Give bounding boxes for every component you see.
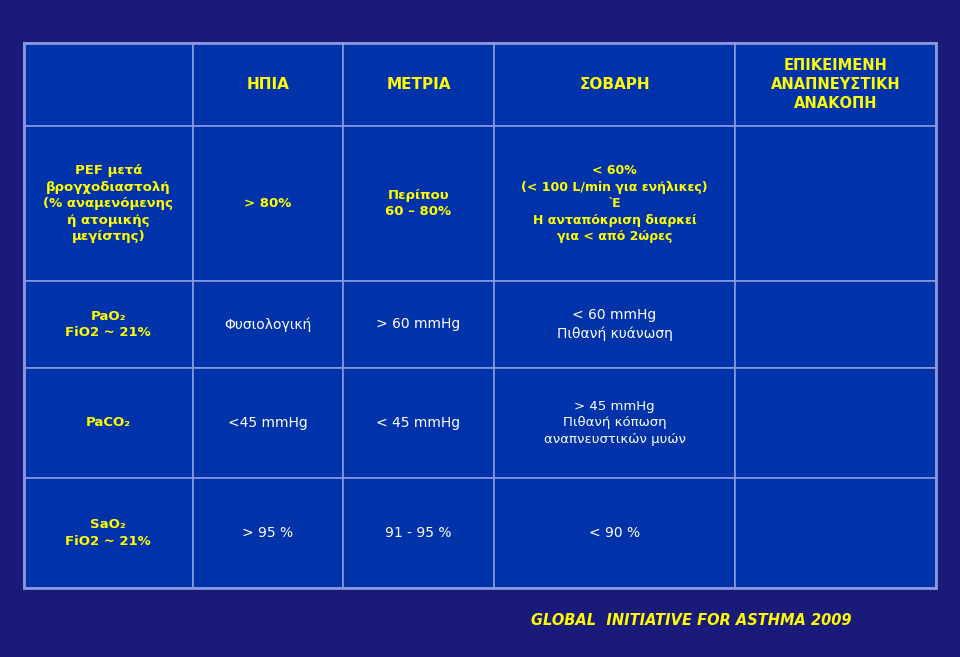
Bar [344,367,493,478]
Bar [493,126,735,281]
Text: ΗΠΙΑ: ΗΠΙΑ [247,77,289,92]
Bar [493,43,735,126]
Text: <45 mmHg: <45 mmHg [228,416,308,430]
Bar [735,478,936,588]
Text: < 60 mmHg
Πιθανή κυάνωση: < 60 mmHg Πιθανή κυάνωση [557,308,672,340]
Text: Φυσιολογική: Φυσιολογική [225,317,312,332]
Text: GLOBAL  INITIATIVE FOR ASTHMA 2009: GLOBAL INITIATIVE FOR ASTHMA 2009 [531,614,852,628]
Text: ΣΟΒΑΡΗ: ΣΟΒΑΡΗ [579,77,650,92]
Bar [344,478,493,588]
Text: Περίπου
60 – 80%: Περίπου 60 – 80% [385,189,451,218]
Text: > 45 mmHg
Πιθανή κόπωση
αναπνευστικών μυών: > 45 mmHg Πιθανή κόπωση αναπνευστικών μυ… [543,399,685,445]
Bar [193,367,343,478]
Bar [493,367,735,478]
Bar [24,367,193,478]
Text: 91 - 95 %: 91 - 95 % [385,526,452,540]
Bar [24,43,193,126]
Bar [193,281,343,367]
Bar [735,43,936,126]
Bar [493,478,735,588]
Bar [735,367,936,478]
Bar [24,126,193,281]
Bar [735,126,936,281]
Text: > 95 %: > 95 % [242,526,294,540]
Text: < 60%
(< 100 L/min για ενήλικες)
Ὲ
Η ανταπόκριση διαρκεί
για < από 2ώρες: < 60% (< 100 L/min για ενήλικες) Ὲ Η αντ… [521,164,708,243]
Text: > 80%: > 80% [244,197,292,210]
Text: PaO₂
FiO2 ~ 21%: PaO₂ FiO2 ~ 21% [65,309,152,339]
Text: < 90 %: < 90 % [588,526,640,540]
Bar [193,43,343,126]
Text: PaCO₂: PaCO₂ [85,416,131,429]
Bar [735,281,936,367]
Bar [344,281,493,367]
Bar [24,43,936,588]
Text: PEF μετά
βρογχοδιαστολή
(% αναμενόμενης
ή ατομικής
μεγίστης): PEF μετά βρογχοδιαστολή (% αναμενόμενης … [43,164,174,243]
Text: SaO₂
FiO2 ~ 21%: SaO₂ FiO2 ~ 21% [65,518,152,548]
Text: > 60 mmHg: > 60 mmHg [376,317,461,331]
Bar [344,43,493,126]
Text: < 45 mmHg: < 45 mmHg [376,416,461,430]
Bar [493,281,735,367]
Bar [193,478,343,588]
Bar [24,478,193,588]
Text: ΜΕΤΡΙΑ: ΜΕΤΡΙΑ [386,77,450,92]
Bar [344,126,493,281]
Bar [193,126,343,281]
Text: ΕΠΙΚΕΙΜΕΝΗ
ΑΝΑΠΝΕΥΣΤΙΚΗ
ΑΝΑΚΟΠΗ: ΕΠΙΚΕΙΜΕΝΗ ΑΝΑΠΝΕΥΣΤΙΚΗ ΑΝΑΚΟΠΗ [771,58,900,110]
Bar [24,281,193,367]
